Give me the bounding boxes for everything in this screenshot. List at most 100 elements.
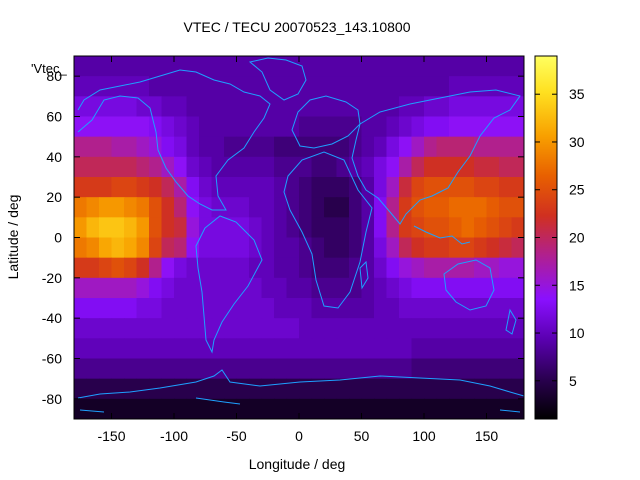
heatmap-cell: [474, 237, 488, 259]
heatmap-cell: [161, 338, 175, 360]
heatmap-cell: [211, 217, 225, 239]
heatmap-cell: [149, 177, 163, 198]
heatmap-cell: [386, 177, 400, 198]
heatmap-cell: [424, 378, 438, 400]
heatmap-cell: [186, 217, 200, 239]
heatmap-cell: [349, 318, 363, 339]
heatmap-cell: [499, 237, 513, 259]
heatmap-cell: [349, 197, 363, 218]
heatmap-cell: [199, 338, 213, 360]
y-tick-label: -60: [42, 351, 62, 367]
heatmap-cell: [249, 96, 263, 118]
heatmap-cell: [324, 177, 338, 198]
heatmap-cell: [424, 56, 438, 77]
heatmap-cell: [336, 237, 350, 259]
heatmap-cell: [336, 378, 350, 400]
heatmap-cell: [211, 338, 225, 360]
heatmap-cell: [74, 156, 88, 178]
heatmap-cell: [211, 177, 225, 198]
heatmap-cell: [174, 76, 188, 97]
heatmap-cell: [474, 298, 488, 319]
heatmap-cell: [199, 56, 213, 77]
heatmap-cell: [336, 96, 350, 118]
heatmap-cell: [149, 76, 163, 97]
heatmap-cell: [186, 358, 200, 380]
heatmap-cell: [224, 257, 238, 279]
heatmap-cell: [324, 358, 338, 380]
heatmap-cell: [136, 298, 150, 319]
heatmap-cell: [374, 277, 388, 299]
heatmap-cell: [461, 398, 475, 419]
coastline-north-america: [77, 69, 271, 211]
heatmap-cell: [186, 116, 200, 138]
heatmap-cell: [311, 398, 325, 419]
heatmap-cell: [511, 177, 524, 198]
colorbar-tick-label: 20: [569, 230, 585, 246]
heatmap-cell: [249, 298, 263, 319]
heatmap-cell: [86, 96, 100, 118]
heatmap-cell: [124, 318, 138, 339]
heatmap-cell: [374, 338, 388, 360]
heatmap-cell: [511, 338, 524, 360]
heatmap-cell: [324, 378, 338, 400]
heatmap-cell: [199, 237, 213, 259]
heatmap-cell: [249, 217, 263, 239]
heatmap-cell: [349, 217, 363, 239]
heatmap-cell: [199, 136, 213, 158]
heatmap-cell: [136, 56, 150, 77]
heatmap-cell: [399, 257, 413, 279]
heatmap-cell: [324, 338, 338, 360]
heatmap-cell: [74, 197, 88, 218]
heatmap-cell: [224, 156, 238, 178]
heatmap-cell: [349, 56, 363, 77]
heatmap-cell: [124, 358, 138, 380]
heatmap-cell: [449, 378, 463, 400]
heatmap-cell: [386, 76, 400, 97]
x-axis-label: Longitude / deg: [249, 456, 346, 472]
heatmap-cell: [211, 96, 225, 118]
heatmap-cell: [161, 197, 175, 218]
heatmap-cell: [74, 136, 88, 158]
heatmap-cell: [436, 338, 450, 360]
heatmap-cell: [161, 378, 175, 400]
heatmap-cell: [424, 96, 438, 118]
heatmap-cell: [411, 318, 425, 339]
heatmap-cell: [499, 318, 513, 339]
heatmap-cell: [224, 318, 238, 339]
heatmap-cell: [449, 56, 463, 77]
heatmap-cell: [486, 116, 500, 138]
heatmap-cell: [199, 358, 213, 380]
colorbar-tick-label: 30: [569, 134, 585, 150]
heatmap-cell: [74, 277, 88, 299]
heatmap-cell: [374, 76, 388, 97]
heatmap-cell: [336, 358, 350, 380]
heatmap-cell: [99, 298, 113, 319]
heatmap-cell: [336, 318, 350, 339]
heatmap-cell: [99, 56, 113, 77]
heatmap-cell: [399, 398, 413, 419]
heatmap-cell: [436, 116, 450, 138]
heatmap-cell: [299, 116, 313, 138]
heatmap-cell: [436, 156, 450, 178]
heatmap-cell: [124, 298, 138, 319]
heatmap-cell: [236, 398, 250, 419]
heatmap-cell: [374, 56, 388, 77]
heatmap-cell: [274, 257, 288, 279]
heatmap-cell: [74, 56, 88, 77]
heatmap-cell: [486, 338, 500, 360]
heatmap-cell: [186, 257, 200, 279]
heatmap-cell: [261, 177, 275, 198]
heatmap-cell: [86, 177, 100, 198]
heatmap-cell: [174, 257, 188, 279]
heatmap-cell: [386, 378, 400, 400]
heatmap-cell: [449, 136, 463, 158]
heatmap-cell: [461, 177, 475, 198]
heatmap-cell: [99, 177, 113, 198]
heatmap-cell: [99, 398, 113, 419]
heatmap-cell: [336, 56, 350, 77]
heatmap-cell: [274, 277, 288, 299]
heatmap-cell: [236, 237, 250, 259]
heatmap-cell: [286, 318, 300, 339]
heatmap-cell: [324, 398, 338, 419]
heatmap-cell: [324, 318, 338, 339]
